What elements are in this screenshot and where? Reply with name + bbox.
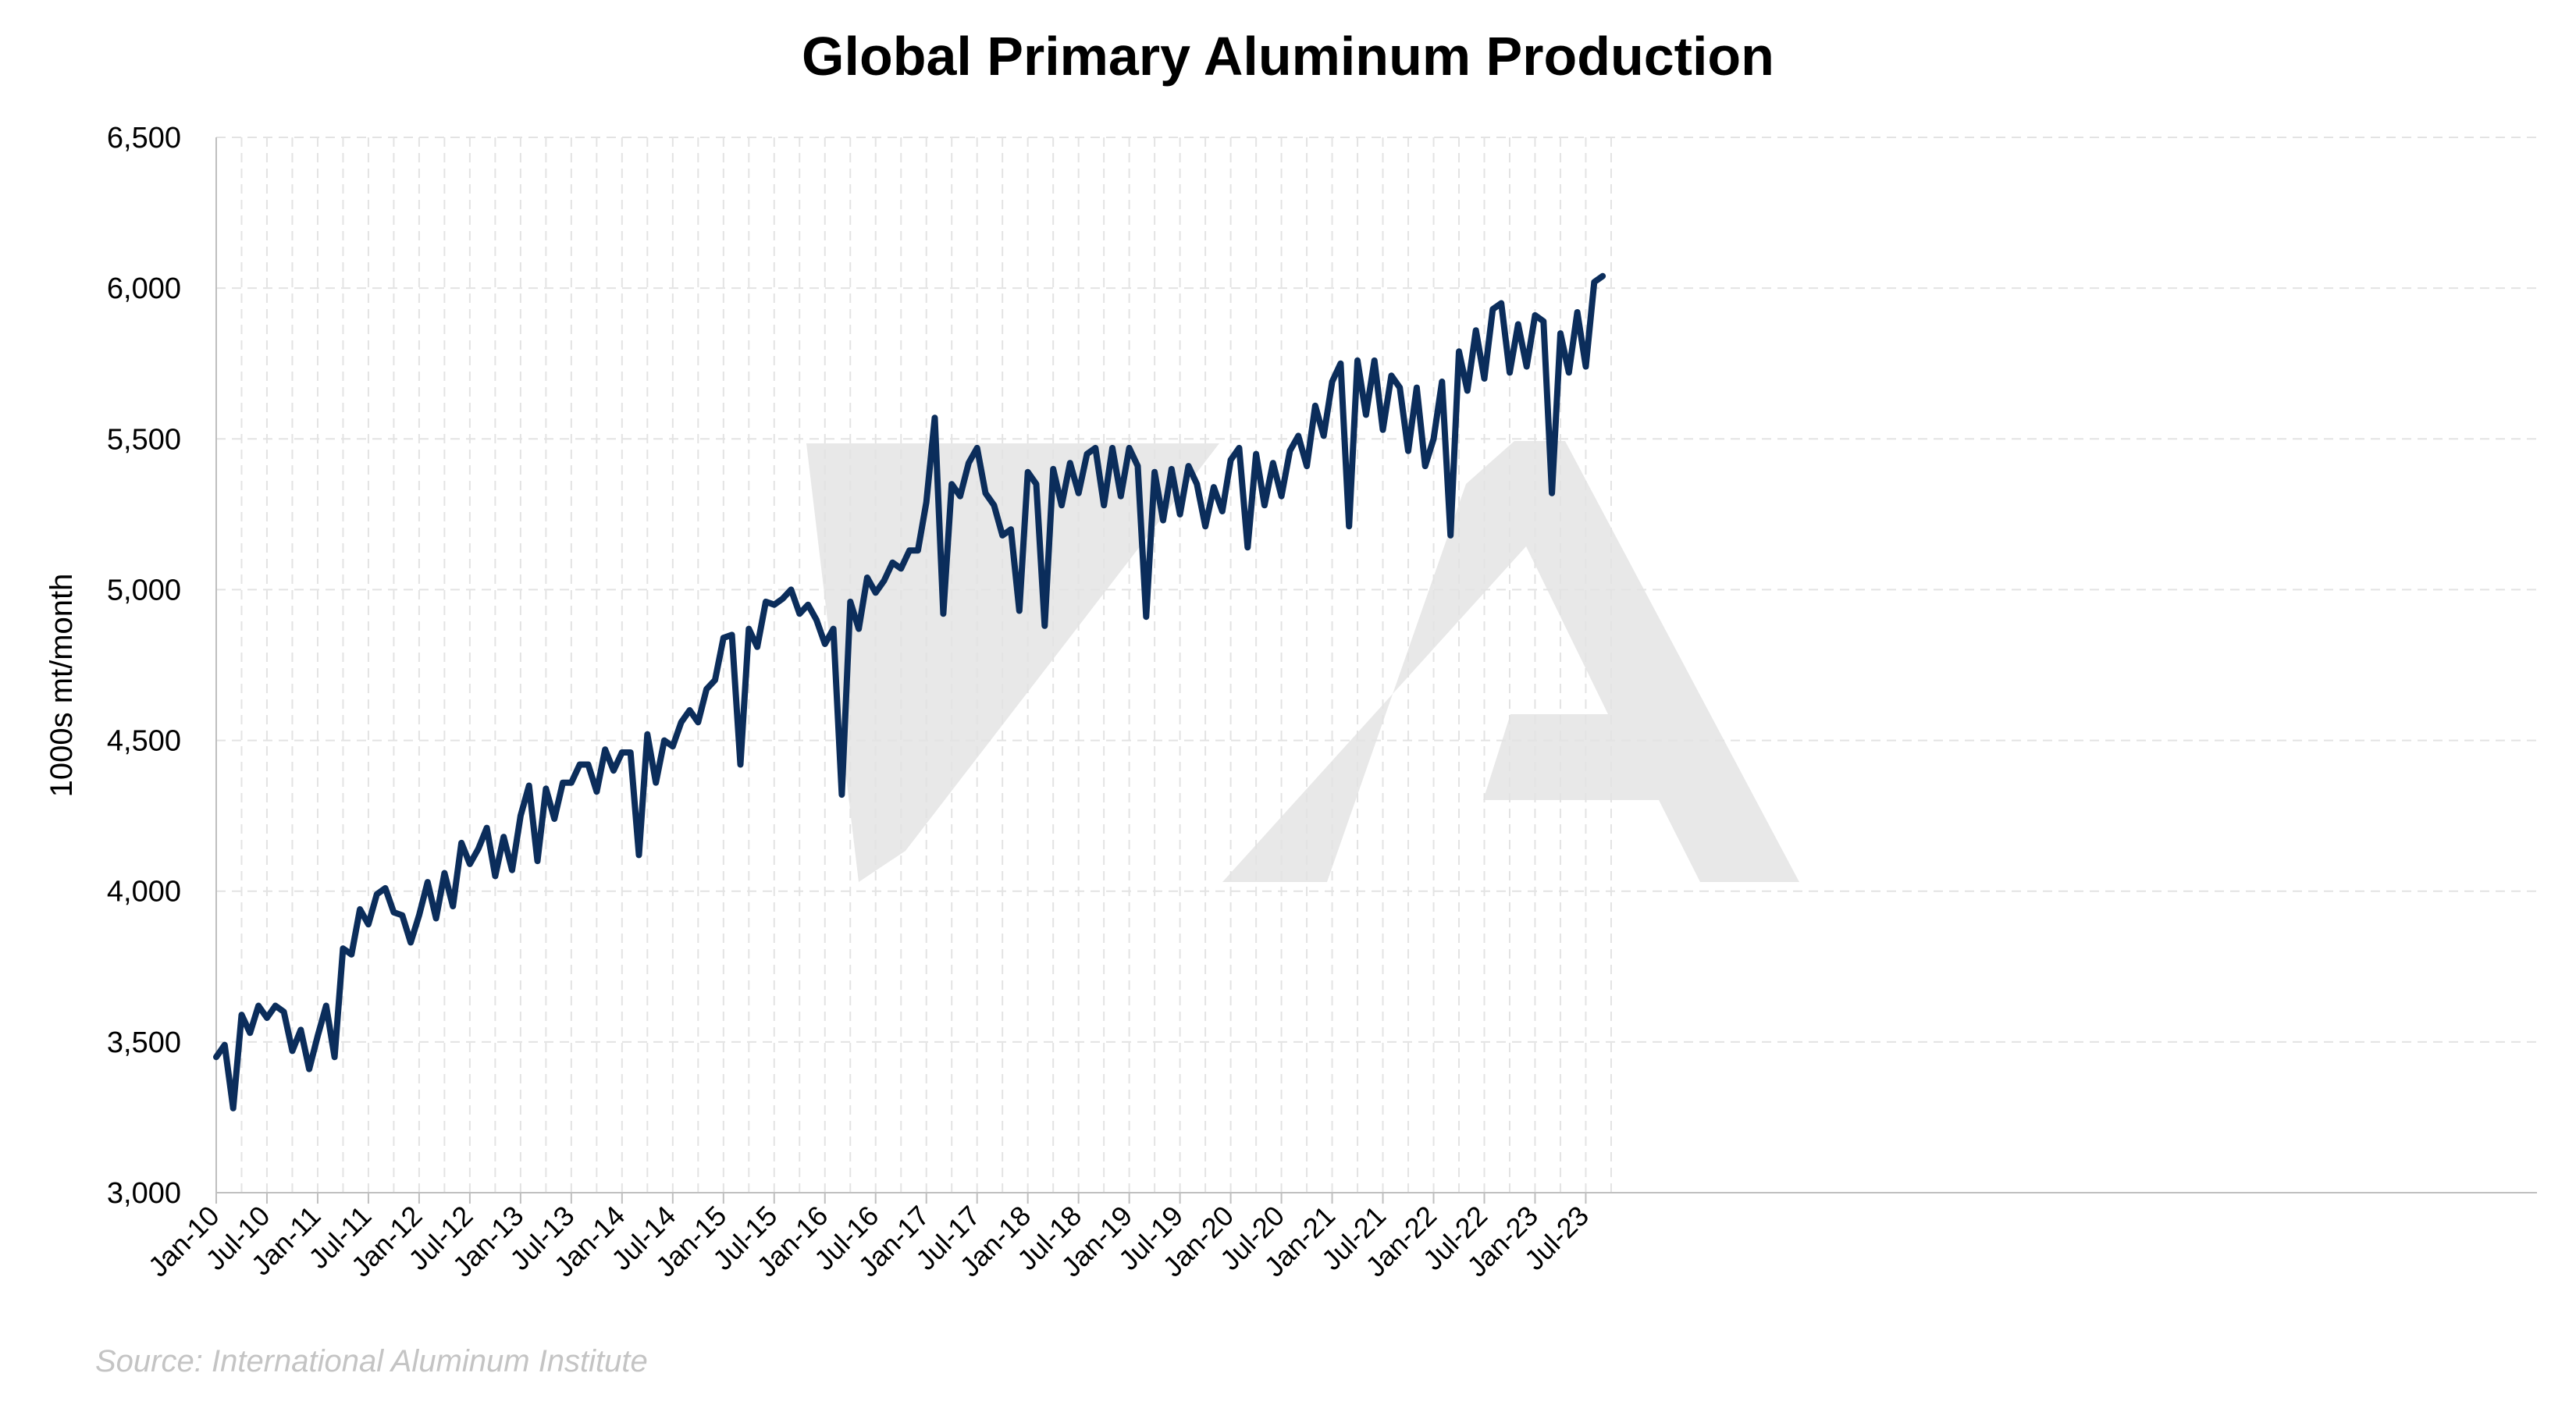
y-axis-label: 1000s mt/month	[44, 574, 79, 798]
y-tick-label: 3,000	[107, 1177, 181, 1210]
grid-lines	[216, 137, 2537, 1193]
x-tick-labels: Jan-10Jul-10Jan-11Jul-11Jan-12Jul-12Jan-…	[142, 1200, 1595, 1283]
y-tick-label: 4,000	[107, 876, 181, 909]
y-tick-labels: 3,000 3,500 4,000 4,500 5,000 5,500 6,000 6,500	[107, 122, 181, 1210]
source-note: Source: International Aluminum Institute	[95, 1344, 648, 1378]
y-tick-label: 5,500	[107, 423, 181, 456]
axes	[215, 137, 2537, 1204]
y-tick-label: 3,500	[107, 1026, 181, 1059]
y-tick-label: 6,500	[107, 122, 181, 155]
watermark-logo	[806, 441, 1799, 882]
y-tick-label: 4,500	[107, 725, 181, 758]
series-group	[213, 272, 1606, 1112]
y-tick-label: 5,000	[107, 574, 181, 606]
y-tick-label: 6,000	[107, 272, 181, 305]
series-line	[213, 272, 1606, 1112]
chart-title: Global Primary Aluminum Production	[802, 26, 1774, 87]
